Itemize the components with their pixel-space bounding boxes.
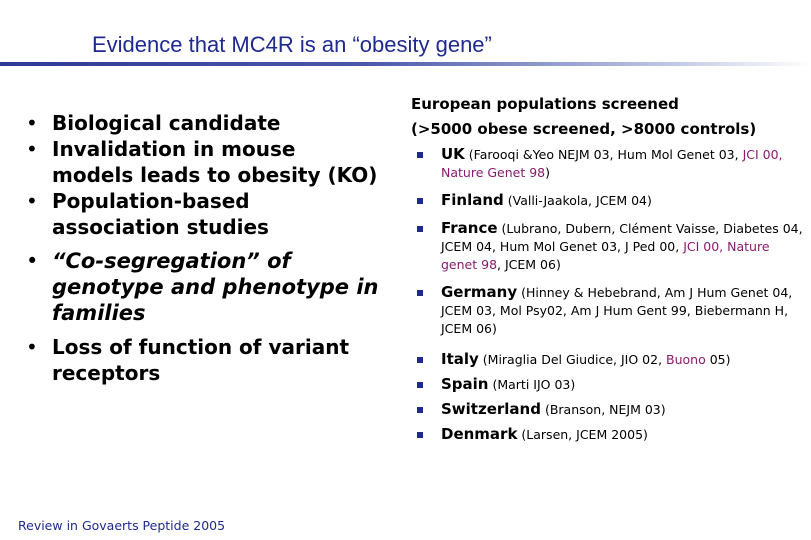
country-item: Denmark (Larsen, JCEM 2005) — [411, 425, 806, 444]
country-refs: (Larsen, JCEM 2005) — [521, 427, 648, 442]
country-refs: (Branson, NEJM 03) — [544, 402, 666, 417]
country-name: France — [441, 219, 498, 237]
country-item: Spain (Marti IJO 03) — [411, 375, 806, 394]
left-bullet-text: Population-based association studies — [52, 189, 269, 239]
country-name: Denmark — [441, 425, 518, 443]
left-bullet-text: Loss of function of variant receptors — [52, 335, 350, 385]
country-item: Switzerland (Branson, NEJM 03) — [411, 400, 806, 419]
country-name: Finland — [441, 191, 504, 209]
country-refs-highlight: Buono — [666, 352, 706, 367]
title-divider — [0, 62, 811, 66]
left-bullet-item: • “Co-segregation” of genotype and phenot… — [22, 248, 382, 326]
square-bullet-icon — [417, 407, 423, 413]
left-bullet-text: Invalidation in mouse models leads to ob… — [52, 137, 378, 187]
country-refs: (Valli-Jaakola, JCEM 04) — [507, 193, 652, 208]
square-bullet-icon — [417, 432, 423, 438]
country-refs: (Farooqi &Yeo NEJM 03, Hum Mol Genet 03, — [468, 147, 743, 162]
country-refs: ) — [545, 165, 551, 180]
country-item: Italy (Miraglia Del Giudice, JIO 02, Buo… — [411, 350, 806, 369]
populations-header: European populations screened (>5000 obe… — [411, 92, 806, 142]
country-name: UK — [441, 145, 465, 163]
bullet-dot-icon: • — [26, 249, 39, 273]
bullet-dot-icon: • — [26, 137, 38, 161]
country-name: Spain — [441, 375, 489, 393]
square-bullet-icon — [417, 226, 423, 232]
country-list: UK (Farooqi &Yeo NEJM 03, Hum Mol Genet … — [411, 145, 806, 444]
left-bullet-text: “Co-segregation” of genotype and phenoty… — [52, 249, 379, 325]
bullet-dot-icon: • — [26, 111, 38, 135]
square-bullet-icon — [417, 382, 423, 388]
country-item: France (Lubrano, Dubern, Clément Vaisse,… — [411, 219, 806, 274]
country-item: Finland (Valli-Jaakola, JCEM 04) — [411, 191, 806, 210]
left-bullet-list: • Biological candidate • Invalidation in m… — [22, 110, 382, 386]
country-item: UK (Farooqi &Yeo NEJM 03, Hum Mol Genet … — [411, 145, 806, 182]
country-refs: 05) — [705, 352, 731, 367]
square-bullet-icon — [417, 357, 423, 363]
square-bullet-icon — [417, 290, 423, 296]
left-bullet-item: • Biological candidate — [22, 110, 382, 136]
country-name: Switzerland — [441, 400, 541, 418]
country-item: Germany (Hinney & Hebebrand, Am J Hum Ge… — [411, 283, 806, 338]
bullet-dot-icon: • — [26, 335, 38, 359]
country-name: Italy — [441, 350, 479, 368]
country-refs: (Marti IJO 03) — [492, 377, 576, 392]
left-bullet-item: • Invalidation in mouse models leads to o… — [22, 136, 382, 188]
country-refs: (Hinney & Hebebrand, Am J Hum Genet 04, … — [441, 285, 793, 336]
populations-header-line: (>5000 obese screened, >8000 controls) — [411, 120, 757, 138]
footer-citation: Review in Govaerts Peptide 2005 — [18, 518, 226, 533]
country-refs: (Miraglia Del Giudice, JIO 02, — [482, 352, 667, 367]
country-name: Germany — [441, 283, 518, 301]
country-refs: (Lubrano, Dubern, Clément Vaisse, Diabet… — [441, 221, 803, 254]
left-bullet-item: • Population-based association studies — [22, 188, 382, 240]
country-refs-highlight: JCI 00, Nature genet 98 — [441, 239, 770, 272]
square-bullet-icon — [417, 198, 423, 204]
country-refs: , JCEM 06) — [497, 257, 561, 272]
left-bullet-text: Biological candidate — [52, 111, 281, 135]
country-refs-highlight: JCI 00, Nature Genet 98 — [441, 147, 783, 180]
populations-header-line: European populations screened — [411, 95, 679, 113]
slide-title: Evidence that MC4R is an “obesity gene” — [92, 32, 492, 57]
bullet-dot-icon: • — [26, 189, 38, 213]
left-bullet-item: • Loss of function of variant receptors — [22, 334, 382, 386]
square-bullet-icon — [417, 152, 423, 158]
